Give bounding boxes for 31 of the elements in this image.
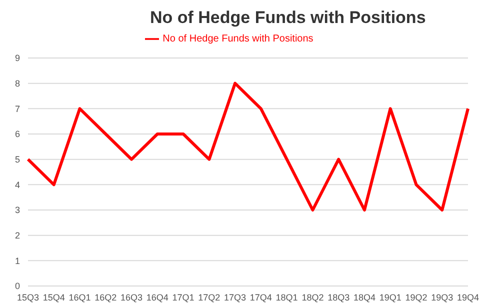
y-tick-label: 1 [14,256,20,266]
y-tick-label: 4 [14,180,20,190]
x-tick-label: 19Q3 [431,292,454,302]
y-tick-label: 9 [14,53,20,64]
x-tick-label: 18Q4 [353,292,376,302]
y-tick-label: 3 [14,205,20,216]
y-tick-label: 0 [14,281,20,292]
y-tick-label: 5 [14,154,20,165]
y-tick-label: 8 [14,78,20,89]
x-tick-label: 17Q4 [250,292,272,302]
y-tick-label: 6 [14,129,20,140]
x-tick-label: 17Q2 [198,292,220,302]
x-tick-label: 16Q1 [68,292,91,302]
x-tick-label: 18Q3 [328,292,350,302]
y-tick-label: 2 [14,230,20,241]
x-tick-label: 17Q1 [172,292,194,302]
x-tick-label: 16Q4 [146,292,168,302]
x-tick-label: 16Q2 [94,292,117,302]
x-tick-label: 19Q2 [405,292,428,302]
x-tick-label: 16Q3 [120,292,143,302]
x-tick-label: 17Q3 [224,292,246,302]
x-tick-label: 15Q3 [16,292,40,302]
line-series [26,82,470,212]
chart-title: No of Hedge Funds with Positions [150,8,426,28]
x-tick-label: 19Q4 [456,292,480,302]
x-tick-label: 15Q4 [42,292,65,302]
legend-label: No of Hedge Funds with Positions [162,34,314,45]
x-tick-label: 18Q2 [302,292,324,302]
y-tick-label: 7 [14,104,20,114]
x-tick-label: 18Q1 [276,292,298,302]
x-tick-label: 19Q1 [379,292,402,302]
